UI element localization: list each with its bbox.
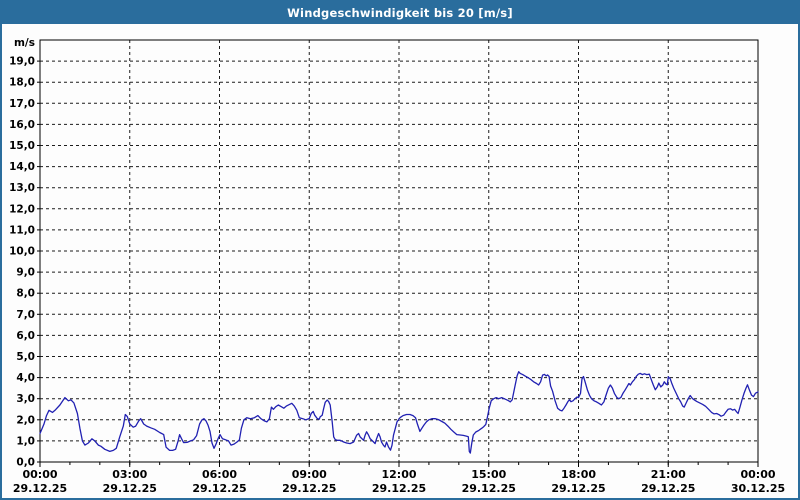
x-tick-date-label: 29.12.25: [192, 482, 246, 495]
y-tick-label: 9,0: [16, 267, 35, 279]
x-tick-time-label: 18:00: [561, 468, 596, 481]
x-tick-time-label: 03:00: [112, 468, 147, 481]
y-tick-label: 18,0: [9, 77, 35, 89]
wind-speed-line: [39, 371, 759, 454]
y-tick-label: 5,0: [16, 351, 35, 363]
y-tick-label: 14,0: [9, 161, 35, 173]
y-tick-label: 13,0: [9, 182, 35, 194]
x-tick-date-label: 29.12.25: [103, 482, 157, 495]
x-tick-date-label: 29.12.25: [462, 482, 516, 495]
y-tick-label: 15,0: [9, 140, 35, 152]
y-tick-label: 2,0: [16, 414, 35, 426]
y-tick-label: 7,0: [16, 309, 35, 321]
y-tick-label: 17,0: [9, 98, 35, 110]
x-tick-date-label: 29.12.25: [13, 482, 67, 495]
x-tick-date-label: 29.12.25: [641, 482, 695, 495]
y-tick-label: 6,0: [16, 330, 35, 342]
x-tick-date-label: 29.12.25: [372, 482, 426, 495]
x-tick-date-label: 30.12.25: [731, 482, 785, 495]
x-tick-date-label: 29.12.25: [551, 482, 605, 495]
plot-border: [39, 39, 759, 463]
y-tick-label: 0,0: [16, 457, 35, 469]
y-tick-label: 1,0: [16, 435, 35, 447]
y-tick-label: 16,0: [9, 119, 35, 131]
x-tick-time-label: 12:00: [381, 468, 416, 481]
y-axis-unit-label: m/s: [14, 37, 35, 49]
x-tick-time-label: 21:00: [651, 468, 686, 481]
y-tick-label: 19,0: [9, 56, 35, 68]
y-tick-label: 12,0: [9, 203, 35, 215]
x-tick-time-label: 00:00: [740, 468, 775, 481]
x-tick-time-label: 15:00: [471, 468, 506, 481]
x-tick-date-label: 29.12.25: [282, 482, 336, 495]
y-tick-label: 10,0: [9, 246, 35, 258]
x-tick-time-label: 09:00: [292, 468, 327, 481]
x-tick-time-label: 00:00: [22, 468, 57, 481]
y-tick-label: 8,0: [16, 288, 35, 300]
wind-speed-chart: 0,0 1,0 2,0 3,0 4,0 5,0 6,0 7,0 8,0 9,0 10,0 11,0 12…: [9, 37, 785, 495]
y-tick-label: 3,0: [16, 393, 35, 405]
y-tick-label: 11,0: [9, 224, 35, 236]
y-tick-label: 4,0: [16, 372, 35, 384]
chart-title: Windgeschwindigkeit bis 20 [m/s]: [287, 6, 513, 20]
x-tick-time-label: 06:00: [202, 468, 237, 481]
title-bar: Windgeschwindigkeit bis 20 [m/s]: [2, 2, 798, 24]
